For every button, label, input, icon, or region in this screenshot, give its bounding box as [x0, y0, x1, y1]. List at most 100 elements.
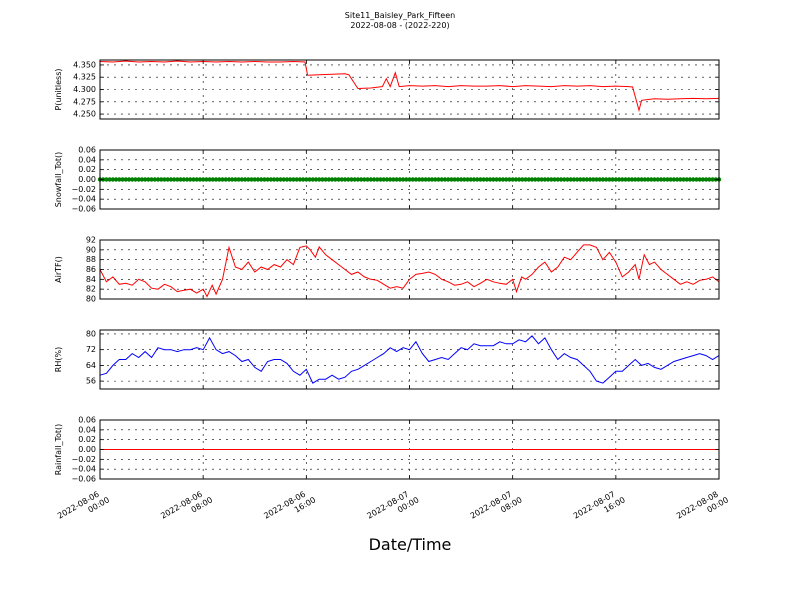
chart-title: Site11_Baisley_Park_Fifteen — [344, 11, 456, 20]
data-point — [529, 177, 535, 182]
data-point — [220, 177, 225, 182]
y-tick-label: −0.04 — [71, 195, 96, 204]
data-point — [404, 177, 409, 182]
y-tick-label: 80 — [86, 329, 96, 338]
y-tick-label: 0.06 — [78, 146, 96, 155]
y-axis-label: P(unitless) — [54, 68, 63, 110]
data-point — [468, 177, 473, 182]
data-point — [642, 177, 648, 182]
data-point — [391, 177, 396, 182]
data-point — [610, 177, 615, 182]
x-tick-label: 2022-08-0716:00 — [572, 487, 627, 530]
data-point — [471, 177, 477, 182]
y-axis-label: Rainfall_Tot() — [54, 424, 63, 476]
data-point — [607, 177, 612, 182]
data-point — [123, 177, 128, 182]
data-point — [478, 177, 483, 182]
data-point — [117, 177, 122, 182]
data-point — [397, 177, 403, 182]
y-tick-label: 0.00 — [78, 445, 96, 454]
data-point — [371, 177, 377, 182]
data-point — [400, 177, 406, 182]
data-point — [130, 177, 135, 182]
data-point — [678, 177, 683, 182]
data-point — [223, 177, 228, 182]
data-point — [455, 177, 461, 182]
data-point — [500, 177, 506, 182]
data-point — [555, 177, 561, 182]
data-point — [181, 177, 187, 182]
data-point — [320, 177, 325, 182]
x-tick-label: 2022-08-0608:00 — [159, 487, 214, 530]
data-point — [416, 177, 422, 182]
data-point — [674, 177, 680, 182]
y-tick-label: 4.325 — [73, 73, 96, 82]
data-point — [616, 177, 622, 182]
data-point — [210, 177, 216, 182]
data-point — [707, 177, 712, 182]
data-point — [142, 177, 148, 182]
data-point — [133, 177, 138, 182]
data-point — [375, 177, 380, 182]
data-point — [513, 177, 519, 182]
data-point — [362, 177, 367, 182]
data-point — [394, 177, 399, 182]
subplot-2: −0.06−0.04−0.020.000.020.040.06 Snowfall_… — [54, 146, 722, 214]
y-tick-label: −0.06 — [71, 475, 96, 484]
data-point — [165, 177, 170, 182]
data-point — [645, 177, 651, 182]
subplot-panels: 4.250 4.275 4.300 4.325 4.350 P(unitless) −0.0… — [54, 59, 722, 484]
data-point — [313, 177, 319, 182]
chart-subtitle: 2022-08-08 - (2022-220) — [350, 21, 450, 30]
data-point — [226, 177, 232, 182]
data-point — [110, 177, 116, 182]
y-tick-label: 0.02 — [78, 165, 96, 174]
data-point — [700, 177, 706, 182]
data-point — [310, 177, 315, 182]
data-point — [581, 177, 586, 182]
data-point — [632, 177, 638, 182]
data-point — [268, 177, 274, 182]
data-point — [442, 177, 448, 182]
data-point — [597, 177, 602, 182]
data-point — [494, 177, 499, 182]
data-point — [504, 177, 509, 182]
data-point — [323, 177, 328, 182]
y-tick-label: −0.06 — [71, 205, 96, 214]
data-point — [342, 177, 348, 182]
data-point — [291, 177, 296, 182]
data-point — [139, 177, 145, 182]
y-tick-label: 92 — [86, 236, 96, 245]
data-point — [352, 177, 357, 182]
x-tick-label: 2022-08-0616:00 — [262, 487, 317, 530]
data-point — [336, 177, 341, 182]
y-axis-label: RH(%) — [54, 347, 63, 372]
data-point — [300, 177, 306, 182]
y-tick-label: 72 — [86, 345, 96, 354]
data-point — [423, 177, 428, 182]
data-point — [378, 177, 383, 182]
data-point — [213, 177, 219, 182]
data-point — [475, 177, 480, 182]
data-point — [558, 177, 564, 182]
subplot-1: 4.250 4.275 4.300 4.325 4.350 P(unitless) — [54, 59, 720, 120]
series-line — [99, 335, 720, 384]
data-point — [510, 177, 515, 182]
series-line — [99, 244, 720, 298]
data-point — [113, 177, 119, 182]
y-tick-label: 88 — [86, 255, 96, 264]
data-point — [587, 177, 593, 182]
data-point — [246, 177, 251, 182]
data-point — [365, 177, 370, 182]
data-point — [568, 177, 573, 182]
y-tick-label: −0.02 — [71, 455, 96, 464]
data-point — [384, 177, 390, 182]
data-point — [297, 177, 303, 182]
data-point — [249, 177, 254, 182]
data-point — [149, 177, 154, 182]
y-tick-label: 0.02 — [78, 435, 96, 444]
data-point — [584, 177, 590, 182]
data-point — [152, 177, 158, 182]
data-point — [491, 177, 496, 182]
data-point — [636, 177, 641, 182]
